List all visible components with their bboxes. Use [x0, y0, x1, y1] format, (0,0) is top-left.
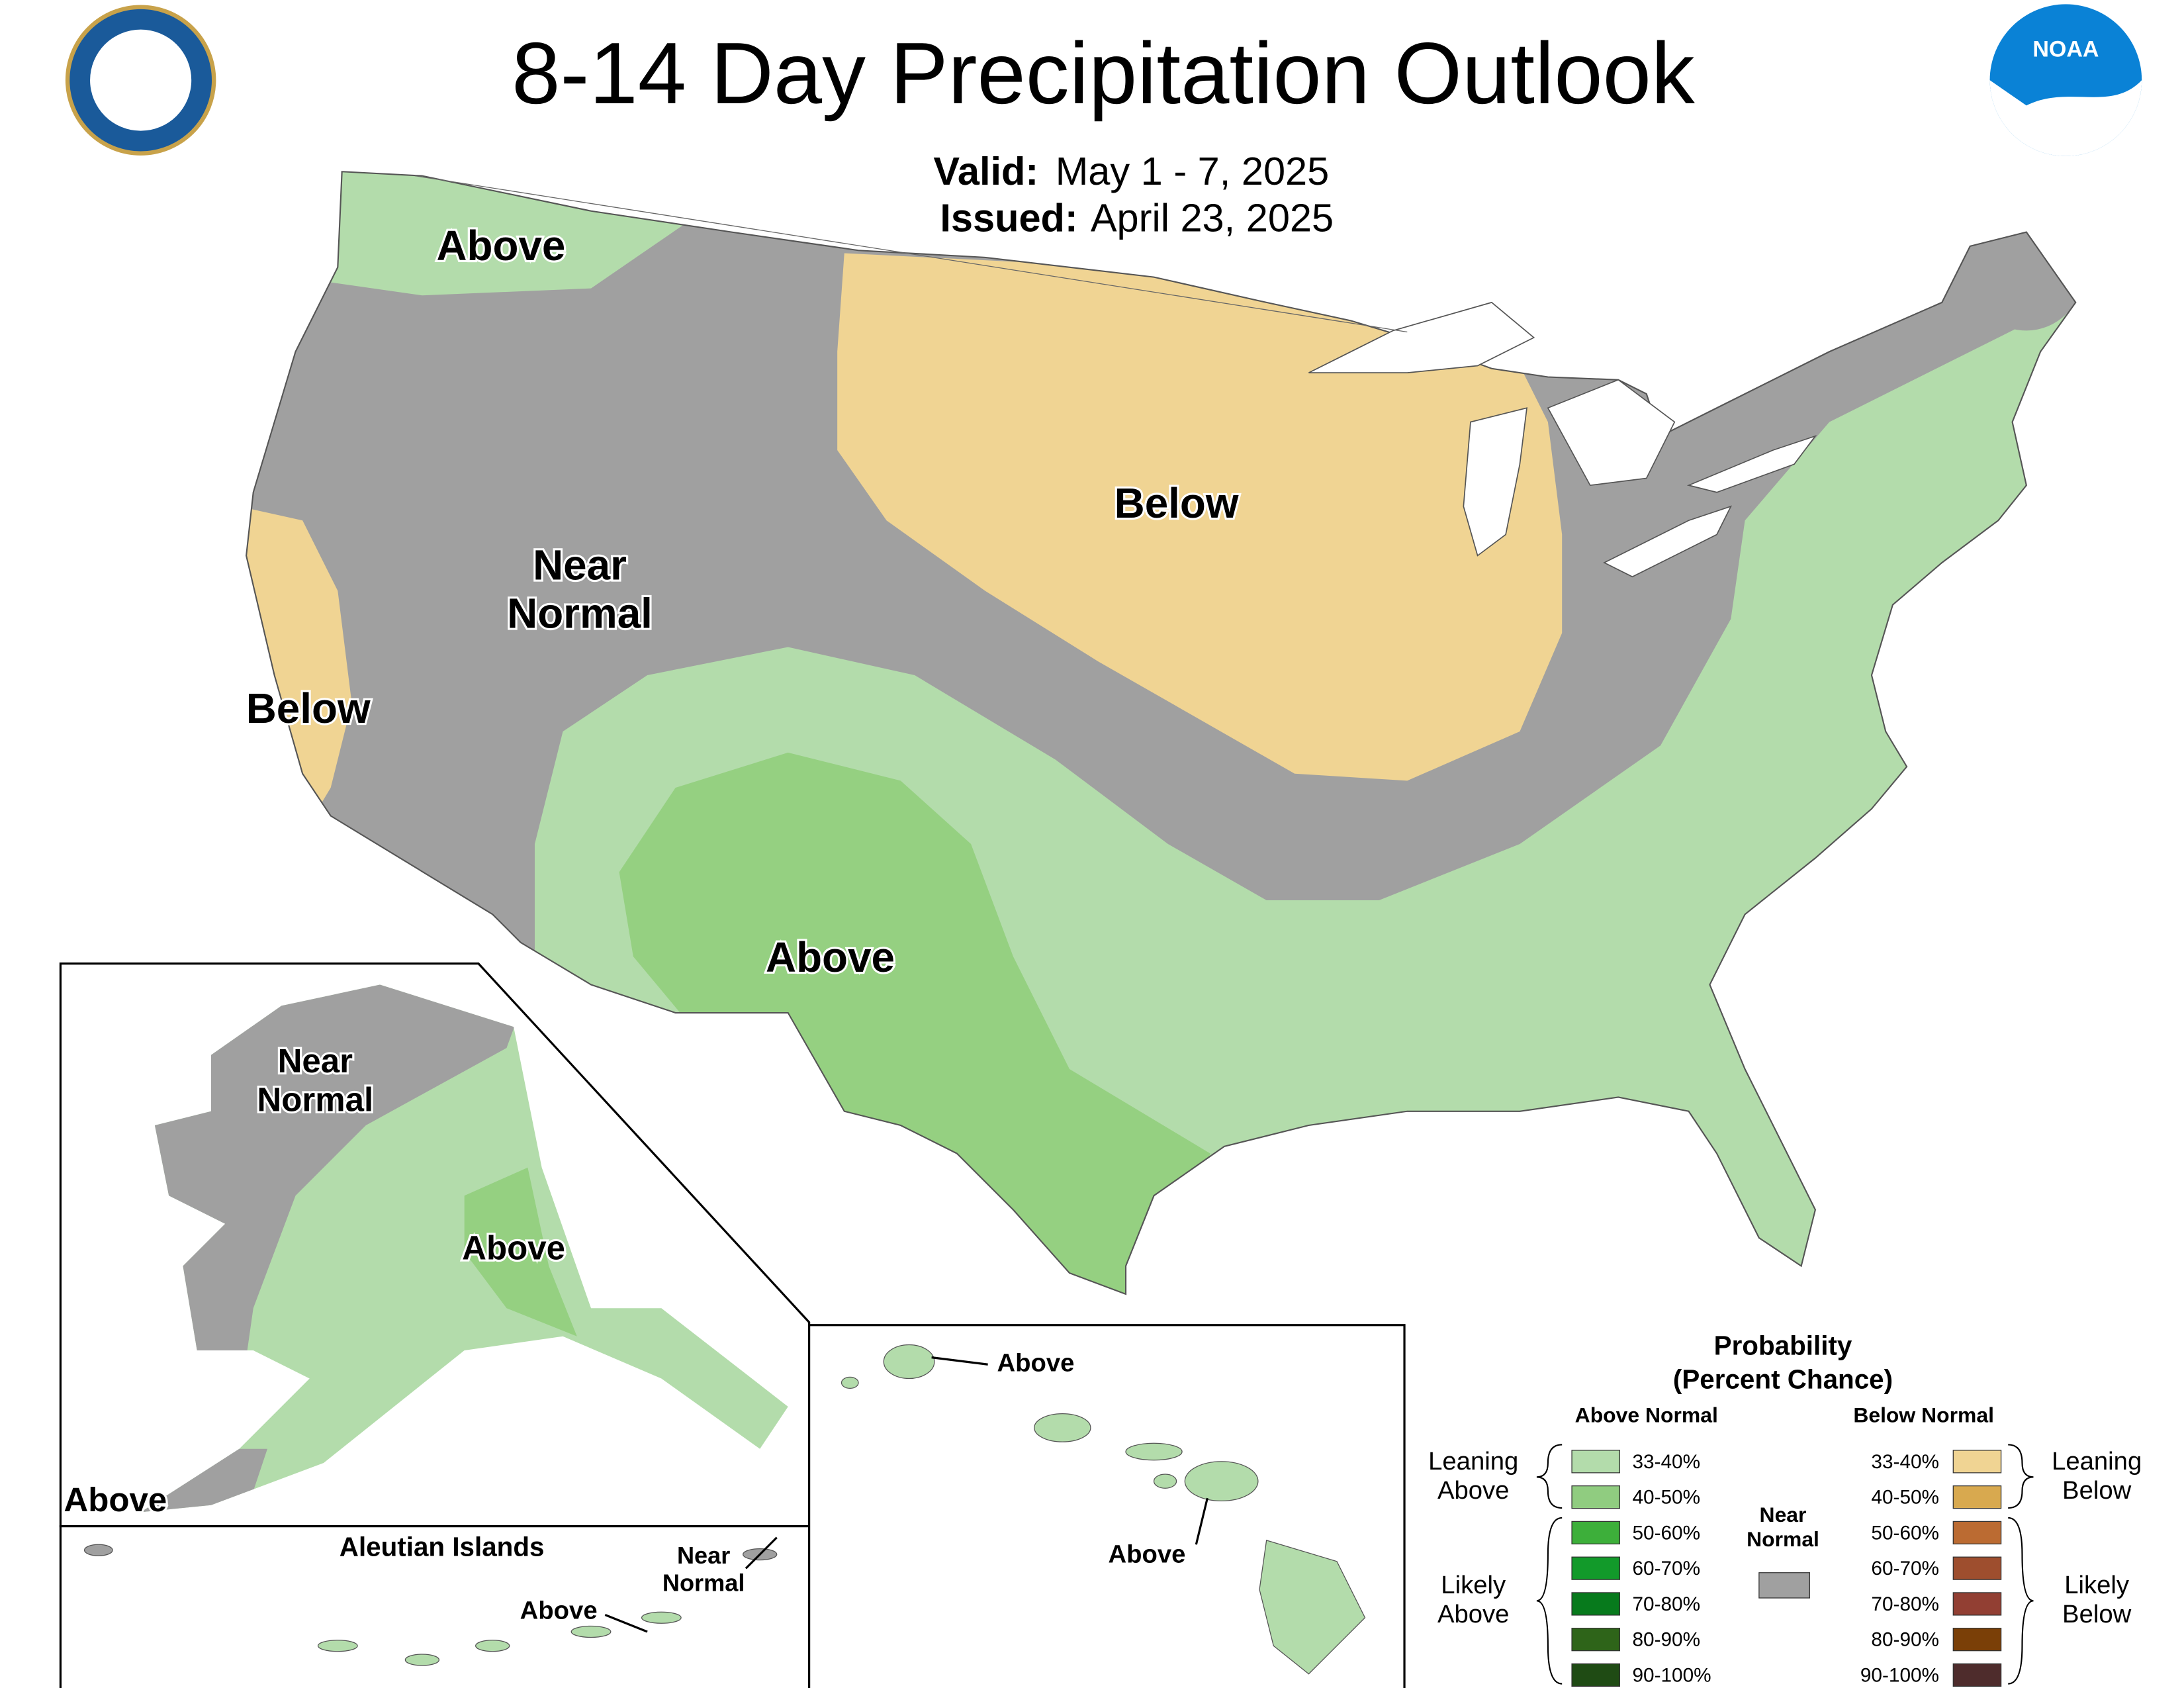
legend-group-label: Below	[2062, 1476, 2132, 1505]
valid-dates: May 1 - 7, 2025	[1056, 149, 1330, 193]
legend-swatch	[1571, 1556, 1620, 1580]
legend-braces	[1536, 1444, 2034, 1685]
legend-label: 50-60%	[1632, 1522, 1700, 1544]
legend-swatch	[1571, 1663, 1620, 1687]
legend-swatch	[1571, 1450, 1620, 1474]
region-label: Above	[437, 222, 566, 269]
legend-label: Near	[1760, 1503, 1807, 1526]
legend-title: Probability	[1714, 1330, 1852, 1360]
region-label: Above	[997, 1348, 1074, 1377]
legend-label: 70-80%	[1871, 1593, 1939, 1615]
region-label: Normal	[507, 590, 653, 637]
issued-label: Issued:	[940, 195, 1077, 240]
legend-swatch	[1571, 1485, 1620, 1509]
hawaii-islands	[841, 1344, 1366, 1675]
great-lakes	[1308, 301, 1817, 578]
legend-swatch	[1952, 1663, 2002, 1687]
legend-group-label: Leaning	[1428, 1447, 1518, 1476]
legend-heading: Above Normal	[1575, 1403, 1718, 1427]
legend-group-label: Likely	[1441, 1571, 1506, 1599]
legend-label: 70-80%	[1632, 1593, 1700, 1615]
doc-seal-inner	[90, 29, 192, 131]
legend-group-label: Above	[1437, 1476, 1510, 1505]
legend-label: 33-40%	[1871, 1451, 1939, 1473]
legend-group-label: Above	[1437, 1600, 1510, 1628]
above-area	[324, 171, 704, 296]
region-label: Normal	[662, 1569, 745, 1596]
region-label: Near	[278, 1042, 353, 1080]
region-label: Above	[1108, 1540, 1185, 1568]
legend-label: 80-90%	[1632, 1629, 1700, 1651]
legend-label: 40-50%	[1871, 1487, 1939, 1509]
legend-label: 40-50%	[1632, 1487, 1700, 1509]
aleutian-islands	[83, 1544, 778, 1666]
region-label: Normal	[257, 1081, 373, 1119]
legend-swatch	[1952, 1450, 2002, 1474]
region-label: Above	[766, 933, 895, 981]
legend-swatch	[1952, 1521, 2002, 1545]
legend-label: 60-70%	[1632, 1558, 1700, 1579]
below-area	[837, 253, 1563, 781]
legend-swatch	[1952, 1628, 2002, 1652]
legend: Probability (Percent Chance) Above Norma…	[1428, 1330, 2142, 1687]
legend-group-label: Below	[2062, 1600, 2132, 1628]
legend-label: 50-60%	[1871, 1522, 1939, 1544]
legend-label: 90-100%	[1632, 1664, 1711, 1686]
legend-group-label: Leaning	[2052, 1447, 2142, 1476]
legend-group-label: Likely	[2064, 1571, 2130, 1599]
legend-swatch	[1571, 1521, 1620, 1545]
conus-outline	[246, 171, 2077, 1295]
legend-swatch	[1952, 1592, 2002, 1616]
legend-label: 60-70%	[1871, 1558, 1939, 1579]
region-label: Below	[246, 684, 371, 732]
region-labels: AboveBelowNearNormalBelowAboveNearNormal…	[62, 220, 1241, 1627]
legend-label: Normal	[1747, 1527, 1819, 1551]
region-label: Above	[462, 1229, 565, 1267]
legend-swatch	[1571, 1628, 1620, 1652]
region-label: Above	[520, 1596, 598, 1624]
leader-lines	[604, 1356, 1208, 1633]
issued-date: April 23, 2025	[1091, 195, 1334, 240]
region-label: Near	[677, 1542, 730, 1569]
noaa-text: NOAA	[2032, 36, 2099, 62]
region-label: Aleutian Islands	[340, 1531, 545, 1562]
legend-label: 90-100%	[1860, 1664, 1939, 1686]
valid-label: Valid:	[933, 149, 1038, 193]
legend-swatch	[1758, 1572, 1811, 1599]
legend-swatch	[1952, 1556, 2002, 1580]
border	[415, 175, 1408, 333]
legend-heading: Below Normal	[1853, 1403, 1994, 1427]
title: 8-14 Day Precipitation Outlook	[512, 24, 1696, 122]
legend-label: 33-40%	[1632, 1451, 1700, 1473]
legend-label: 80-90%	[1871, 1629, 1939, 1651]
noaa-gull	[1989, 80, 2142, 156]
above-area	[619, 752, 1210, 1294]
region-label: Below	[1115, 479, 1239, 527]
below-area	[246, 506, 352, 823]
legend-swatch	[1952, 1485, 2002, 1509]
legend-swatch	[1571, 1592, 1620, 1616]
legend-subtitle: (Percent Chance)	[1673, 1364, 1893, 1394]
region-label: Near	[533, 541, 627, 588]
region-label: Above	[64, 1481, 167, 1519]
